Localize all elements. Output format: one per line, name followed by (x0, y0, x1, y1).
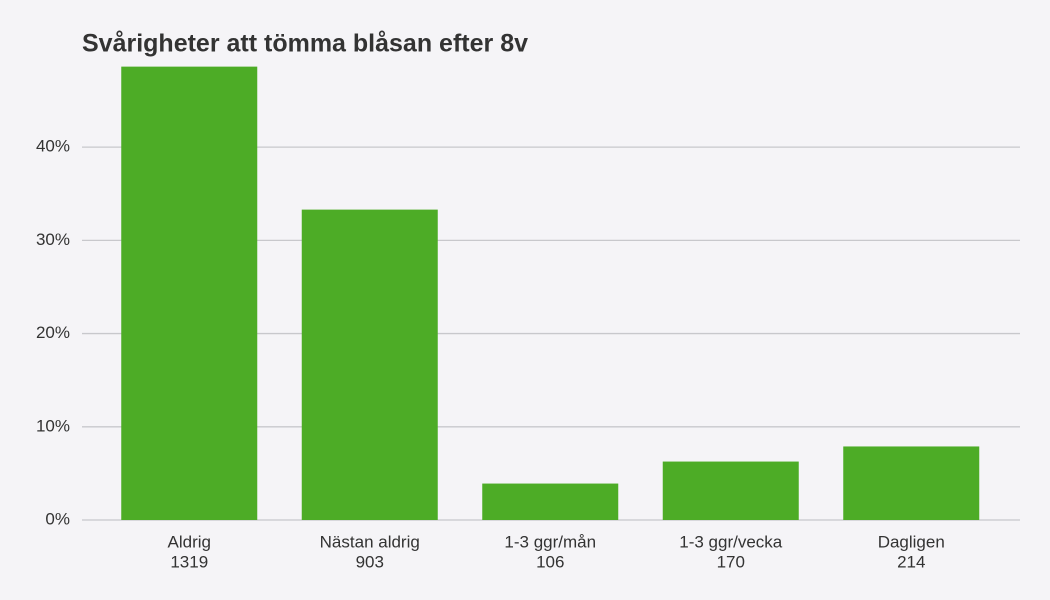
bar (482, 483, 619, 520)
y-tick-label: 0% (45, 509, 70, 528)
bar (662, 461, 799, 520)
bar (843, 446, 980, 520)
x-tick-count: 106 (536, 552, 564, 571)
chart-title: Svårigheter att tömma blåsan efter 8v (82, 30, 528, 58)
x-tick-label: Aldrig (168, 532, 211, 551)
x-tick-label: 1-3 ggr/vecka (679, 532, 783, 551)
y-tick-label: 40% (36, 137, 70, 156)
x-tick-label: Dagligen (878, 532, 945, 551)
y-tick-label: 30% (36, 230, 70, 249)
x-tick-label: Nästan aldrig (320, 532, 420, 551)
x-tick-count: 903 (356, 552, 384, 571)
x-tick-count: 214 (897, 552, 925, 571)
bar (301, 209, 438, 520)
y-tick-label: 20% (36, 323, 70, 342)
x-tick-label: 1-3 ggr/mån (504, 532, 596, 551)
x-tick-count: 1319 (170, 552, 208, 571)
x-tick-count: 170 (717, 552, 745, 571)
bar (121, 66, 258, 520)
y-tick-label: 10% (36, 416, 70, 435)
